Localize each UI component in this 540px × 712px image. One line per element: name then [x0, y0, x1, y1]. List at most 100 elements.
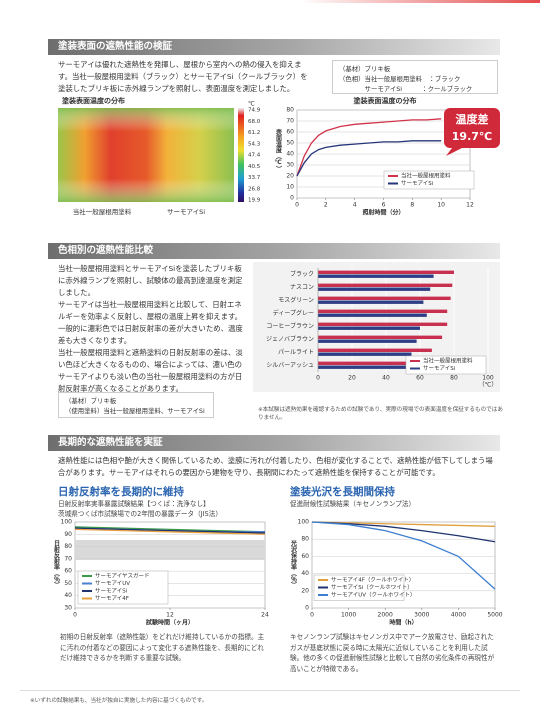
- legend-label: サーモアイUV（クールホワイト）: [331, 592, 416, 599]
- band: [75, 540, 265, 560]
- colorbar-label: 54.3: [248, 141, 261, 147]
- bar: [318, 335, 443, 339]
- x-tick-label: 4000: [451, 612, 466, 619]
- footer-rule: [20, 690, 520, 691]
- x-tick-label: 60: [416, 375, 424, 382]
- x-tick-label: 12: [166, 612, 174, 619]
- colorbar-label: 74.9: [248, 108, 261, 114]
- legend-label: 当社一般屋根用塗料: [423, 357, 473, 365]
- legend-box: [383, 170, 475, 190]
- bar: [318, 296, 451, 300]
- y-tick-label: ブラック: [290, 270, 314, 278]
- x-tick-label: 12: [466, 202, 474, 209]
- bar: [318, 365, 407, 369]
- legend-label: サーモアイSi: [95, 588, 128, 595]
- colorbar-label: 40.5: [248, 164, 261, 170]
- legend-label: サーモアイSi: [401, 180, 434, 187]
- bar: [318, 274, 434, 278]
- footer: ※いずれの試験結果も、当社が独自に実施した内容に基づくものです。: [30, 698, 208, 704]
- x-tick-label: 0: [316, 375, 320, 382]
- note: ※本試験は遮熱効果を確認するための試験であり、実際の現場での表面温度を保証するも…: [258, 407, 503, 421]
- y-tick-label: 60: [286, 129, 294, 136]
- y-tick-label: 20: [286, 173, 294, 180]
- x-tick-label: 80: [450, 375, 458, 382]
- spec-box: （基材）ブリキ板 （使用塗料）当社一般屋根用塗料、サーモアイSi: [58, 392, 214, 418]
- bar: [318, 352, 412, 356]
- bar: [318, 326, 420, 330]
- section-title: 塗装表面の遮熱性能の検証: [48, 39, 500, 55]
- annotation-pointer: [446, 148, 462, 156]
- sub-heading: 日射反射率を長期的に維持: [58, 486, 184, 498]
- y-tick-label: コーヒーブラウン: [266, 322, 314, 330]
- bar: [318, 287, 431, 291]
- y-tick-label: 70: [286, 118, 294, 125]
- caption: キセノンランプ試験はキセノンガス中でアーク放電させ、励起されたガスが基底状態に戻…: [290, 633, 495, 673]
- x-tick-label: 10: [437, 202, 445, 209]
- annotation-box: [444, 108, 500, 148]
- x-tick-label: 24: [261, 612, 269, 619]
- y-tick-label: 70: [64, 555, 72, 562]
- x-tick-label: 2000: [378, 612, 393, 619]
- x-axis-label: 時間（h）: [389, 619, 417, 627]
- sub-caption: 促進耐候性試験結果（キセノンランプ法）: [290, 500, 416, 508]
- x-axis-label: 照射時間（分）: [362, 209, 404, 217]
- spec-line: （基材）ブリキ板: [339, 65, 391, 73]
- bar: [318, 313, 427, 317]
- spec-line: （基材）ブリキ板: [65, 397, 117, 405]
- colorbar-label: 68.0: [248, 119, 261, 125]
- legend-box: [77, 570, 169, 605]
- series-line: [311, 521, 496, 543]
- y-tick-label: ジェノバブラウン: [266, 335, 314, 343]
- y-tick-label: 30: [286, 162, 294, 169]
- image-label: 当社一般屋根用塗料: [73, 207, 132, 216]
- y-tick-label: 60: [301, 553, 309, 560]
- bar: [318, 283, 453, 287]
- y-axis-label: 日射反射率（％）: [53, 540, 61, 588]
- x-tick-label: 100: [482, 375, 494, 382]
- legend-label: サーモアイUV: [95, 580, 130, 587]
- x-tick-label: 3000: [414, 612, 429, 619]
- spec-line: （使用塗料）当社一般屋根用塗料、サーモアイSi: [65, 407, 205, 415]
- top-rule: [300, 0, 540, 3]
- legend-label: サーモアイ4F: [95, 595, 129, 602]
- paragraph: 遮熱性能には色相や艶が大きく関係しているため、塗膜に汚れが付着したり、色相が変化…: [58, 456, 493, 477]
- y-tick-label: 40: [286, 151, 294, 158]
- y-tick-label: 0: [305, 605, 309, 612]
- heatmap-edge: [58, 108, 234, 202]
- legend-box: [405, 355, 487, 375]
- y-tick-label: 60: [64, 568, 72, 575]
- sub-heading: 塗装光沢を長期間保持: [290, 486, 395, 498]
- paragraph: 当社一般屋根用塗料とサーモアイSiを塗装したブリキ板に赤外線ランプを照射し、試験…: [58, 264, 243, 393]
- y-tick-label: ディープグレー: [273, 309, 314, 317]
- y-tick-label: 80: [64, 543, 72, 550]
- bar: [318, 348, 432, 352]
- y-tick-label: 20: [301, 587, 309, 594]
- y-tick-label: 0: [290, 195, 294, 202]
- chart: 0 10 20 30 40 50 60 70 80 0 2 4 6 8 10 12 照射時間（分） 表面温度（℃）…: [274, 96, 500, 217]
- y-tick-label: モスグリーン: [278, 296, 314, 304]
- y-tick-label: 50: [286, 140, 294, 147]
- y-tick-label: 40: [301, 570, 309, 577]
- image-title: 塗装表面温度の分布: [62, 96, 125, 105]
- section-title: 色相別の遮熱性能比較: [48, 243, 500, 259]
- x-tick-label: 20: [348, 375, 356, 382]
- bar: [318, 309, 448, 313]
- y-tick-label: 80: [301, 536, 309, 543]
- y-tick-label: 100: [61, 519, 73, 526]
- series-line: [74, 527, 266, 534]
- x-tick-label: 1000: [341, 612, 356, 619]
- x-tick-label: 5000: [487, 612, 502, 619]
- x-axis-label: （℃）: [479, 382, 498, 389]
- legend-label: サーモアイSi: [423, 365, 456, 372]
- chart: 30 40 50 60 70 80 90 100 0 12 24 試験時間（ヶ月） 日射反射率（％） サー…: [53, 519, 269, 627]
- bar: [318, 322, 448, 326]
- series-line: [74, 526, 266, 533]
- image-label: サーモアイSi: [167, 208, 205, 216]
- series-line: [311, 521, 496, 527]
- y-tick-label: 50: [64, 580, 72, 587]
- colorbar-label: 61.2: [248, 130, 260, 136]
- y-tick-label: 100: [298, 519, 310, 526]
- series-line: [74, 528, 266, 535]
